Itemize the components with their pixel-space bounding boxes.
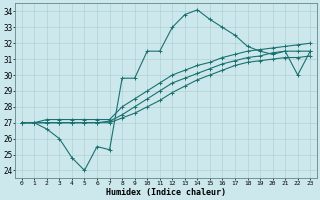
X-axis label: Humidex (Indice chaleur): Humidex (Indice chaleur): [106, 188, 226, 197]
